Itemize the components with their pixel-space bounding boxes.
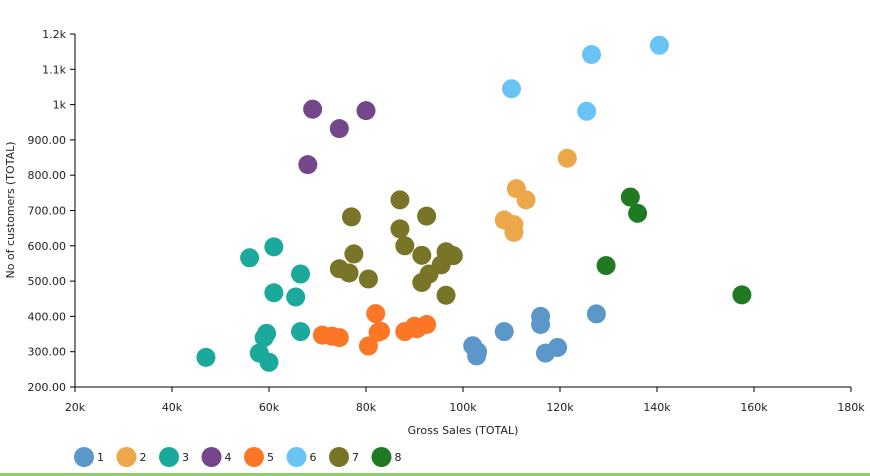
data-point-series-6[interactable] bbox=[502, 79, 521, 99]
data-point-series-4[interactable] bbox=[329, 119, 349, 139]
data-point-series-3[interactable] bbox=[264, 237, 284, 257]
x-tick-label: 80k bbox=[356, 401, 377, 414]
data-point-series-5[interactable] bbox=[366, 304, 386, 324]
legend-label-6: 6 bbox=[310, 451, 317, 464]
legend-label-8: 8 bbox=[395, 451, 402, 464]
data-point-series-1[interactable] bbox=[548, 337, 568, 357]
data-point-series-1[interactable] bbox=[494, 322, 514, 342]
legend-label-5: 5 bbox=[267, 451, 274, 464]
legend-label-4: 4 bbox=[225, 451, 232, 464]
data-point-series-6[interactable] bbox=[577, 101, 597, 121]
legend-swatch-1[interactable] bbox=[74, 447, 94, 467]
y-tick-label: 400.00 bbox=[28, 310, 67, 323]
data-point-series-5[interactable] bbox=[371, 321, 391, 341]
data-point-series-7[interactable] bbox=[443, 246, 463, 266]
data-point-series-3[interactable] bbox=[257, 323, 277, 343]
data-point-series-7[interactable] bbox=[358, 269, 378, 289]
data-point-series-1[interactable] bbox=[531, 315, 551, 335]
x-tick-label: 100k bbox=[449, 401, 477, 414]
data-point-series-6[interactable] bbox=[582, 44, 602, 64]
data-point-series-7[interactable] bbox=[344, 244, 364, 264]
data-point-series-4[interactable] bbox=[298, 155, 318, 175]
legend-label-2: 2 bbox=[140, 451, 147, 464]
data-point-series-3[interactable] bbox=[286, 287, 306, 307]
bottom-accent-bar bbox=[0, 473, 870, 476]
data-point-series-8[interactable] bbox=[628, 203, 648, 223]
data-point-series-7[interactable] bbox=[390, 190, 410, 210]
y-tick-label: 1k bbox=[53, 99, 67, 112]
data-point-series-7[interactable] bbox=[436, 285, 456, 305]
legend-swatch-8[interactable] bbox=[371, 447, 392, 467]
y-tick-label: 200.00 bbox=[28, 381, 67, 394]
y-tick-label: 1.1k bbox=[42, 63, 66, 76]
legend-label-7: 7 bbox=[352, 451, 359, 464]
data-point-series-3[interactable] bbox=[264, 283, 284, 303]
data-point-series-8[interactable] bbox=[596, 256, 616, 276]
legend-label-1: 1 bbox=[97, 451, 104, 464]
data-point-series-4[interactable] bbox=[356, 101, 376, 121]
data-point-series-7[interactable] bbox=[341, 207, 361, 227]
x-tick-label: 180k bbox=[837, 401, 865, 414]
data-point-series-2[interactable] bbox=[557, 148, 577, 168]
x-axis-title: Gross Sales (TOTAL) bbox=[408, 424, 519, 437]
data-point-series-3[interactable] bbox=[240, 248, 260, 268]
legend: 1 2 3 4 5 6 7 8 bbox=[74, 447, 402, 467]
axes bbox=[74, 34, 851, 388]
data-point-series-1[interactable] bbox=[586, 304, 606, 324]
legend-swatch-5[interactable] bbox=[244, 447, 264, 467]
legend-swatch-4[interactable] bbox=[201, 447, 222, 467]
data-point-series-7[interactable] bbox=[339, 263, 359, 283]
legend-swatch-3[interactable] bbox=[159, 447, 179, 467]
x-axis-ticks: 20k 40k 60k 80k 100k 120k 140k 160k 180k bbox=[65, 387, 865, 414]
x-tick-label: 60k bbox=[259, 401, 280, 414]
legend-label-3: 3 bbox=[182, 451, 189, 464]
y-tick-label: 300.00 bbox=[28, 346, 67, 359]
data-point-series-8[interactable] bbox=[732, 285, 752, 305]
data-points bbox=[196, 35, 752, 372]
data-point-series-2[interactable] bbox=[504, 222, 524, 242]
y-tick-label: 800.00 bbox=[28, 169, 67, 182]
y-tick-label: 900.00 bbox=[28, 134, 67, 147]
data-point-series-7[interactable] bbox=[390, 219, 410, 239]
x-tick-label: 160k bbox=[740, 401, 768, 414]
x-tick-label: 40k bbox=[162, 401, 183, 414]
y-axis-ticks: 200.00 300.00 400.00 500.00 600.00 700.00 800.… bbox=[28, 28, 75, 394]
data-point-series-3[interactable] bbox=[196, 347, 216, 367]
y-tick-label: 1.2k bbox=[42, 28, 66, 41]
data-point-series-2[interactable] bbox=[516, 190, 536, 210]
legend-swatch-7[interactable] bbox=[329, 447, 349, 467]
data-point-series-3[interactable] bbox=[291, 264, 311, 284]
data-point-series-5[interactable] bbox=[417, 315, 437, 335]
data-point-series-7[interactable] bbox=[417, 206, 437, 226]
data-point-series-4[interactable] bbox=[303, 99, 323, 119]
data-point-series-5[interactable] bbox=[358, 336, 378, 356]
data-point-series-7[interactable] bbox=[395, 236, 415, 256]
data-point-series-8[interactable] bbox=[620, 187, 640, 207]
data-point-series-6[interactable] bbox=[649, 35, 669, 55]
y-tick-label: 500.00 bbox=[28, 275, 67, 288]
y-axis-title: No of customers (TOTAL) bbox=[4, 141, 17, 278]
data-point-series-1[interactable] bbox=[468, 342, 488, 362]
data-point-series-5[interactable] bbox=[329, 328, 349, 348]
x-tick-label: 20k bbox=[65, 401, 86, 414]
data-point-series-3[interactable] bbox=[291, 322, 311, 342]
legend-swatch-2[interactable] bbox=[116, 447, 137, 467]
x-tick-label: 140k bbox=[643, 401, 671, 414]
data-point-series-7[interactable] bbox=[412, 245, 432, 265]
data-point-series-3[interactable] bbox=[259, 352, 279, 372]
x-tick-label: 120k bbox=[546, 401, 574, 414]
y-tick-label: 700.00 bbox=[28, 205, 67, 218]
legend-swatch-6[interactable] bbox=[286, 447, 307, 467]
y-tick-label: 600.00 bbox=[28, 240, 67, 253]
